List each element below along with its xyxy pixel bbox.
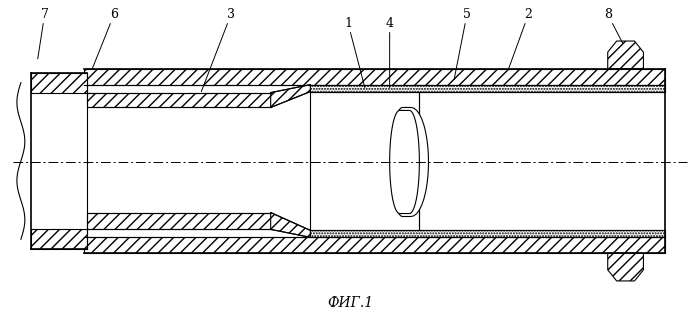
Bar: [311, 92, 419, 230]
Bar: [84, 69, 665, 85]
Polygon shape: [271, 85, 311, 108]
Text: 2: 2: [509, 8, 533, 69]
Bar: [87, 212, 271, 229]
Bar: [311, 85, 665, 92]
Bar: [84, 237, 665, 253]
Bar: [87, 92, 271, 108]
Polygon shape: [608, 253, 644, 281]
Bar: [87, 108, 271, 212]
Bar: [84, 69, 665, 253]
Polygon shape: [391, 110, 418, 213]
Text: 6: 6: [92, 8, 118, 69]
Bar: [31, 92, 87, 229]
Bar: [31, 229, 87, 249]
Text: 4: 4: [385, 17, 394, 88]
Text: 8: 8: [604, 8, 623, 43]
Bar: [31, 73, 87, 92]
Text: 7: 7: [38, 8, 49, 59]
Polygon shape: [392, 108, 429, 217]
Text: ФИГ.1: ФИГ.1: [327, 296, 373, 310]
Bar: [311, 230, 665, 237]
Bar: [311, 92, 665, 230]
Text: 5: 5: [454, 8, 471, 80]
Text: 3: 3: [201, 8, 235, 92]
Polygon shape: [271, 212, 311, 237]
Polygon shape: [608, 41, 644, 69]
Text: 1: 1: [344, 17, 365, 88]
Polygon shape: [389, 110, 419, 213]
